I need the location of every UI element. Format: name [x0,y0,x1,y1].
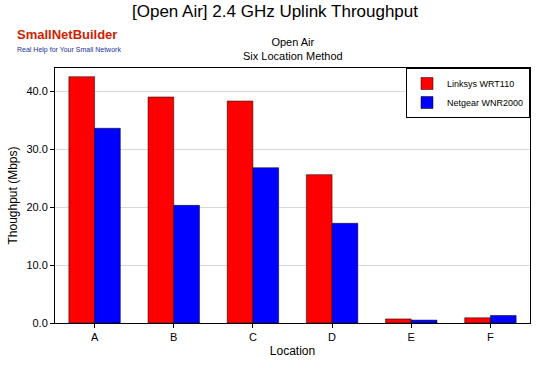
svg-text:[Open Air] 2.4 GHz Uplink Thro: [Open Air] 2.4 GHz Uplink Throughput [132,2,418,21]
svg-text:C: C [249,331,257,343]
svg-text:10.0: 10.0 [26,259,47,271]
svg-text:F: F [487,331,494,343]
svg-text:Thoughput (Mbps): Thoughput (Mbps) [6,146,20,244]
svg-text:Real Help for Your Small Netwo: Real Help for Your Small Network [17,46,121,54]
svg-text:Netgear WNR2000: Netgear WNR2000 [447,98,523,108]
svg-text:E: E [408,331,415,343]
svg-text:D: D [328,331,336,343]
svg-text:Open AirSix Location Method: Open AirSix Location Method [243,36,343,62]
svg-text:A: A [91,331,99,343]
svg-text:B: B [170,331,177,343]
svg-text:SmallNetBuilder: SmallNetBuilder [17,27,117,42]
svg-text:0.0: 0.0 [33,317,48,329]
svg-text:20.0: 20.0 [26,201,47,213]
svg-text:Location: Location [270,344,315,358]
svg-text:40.0: 40.0 [26,85,47,97]
svg-text:Linksys WRT110: Linksys WRT110 [447,79,514,89]
svg-text:30.0: 30.0 [26,143,47,155]
